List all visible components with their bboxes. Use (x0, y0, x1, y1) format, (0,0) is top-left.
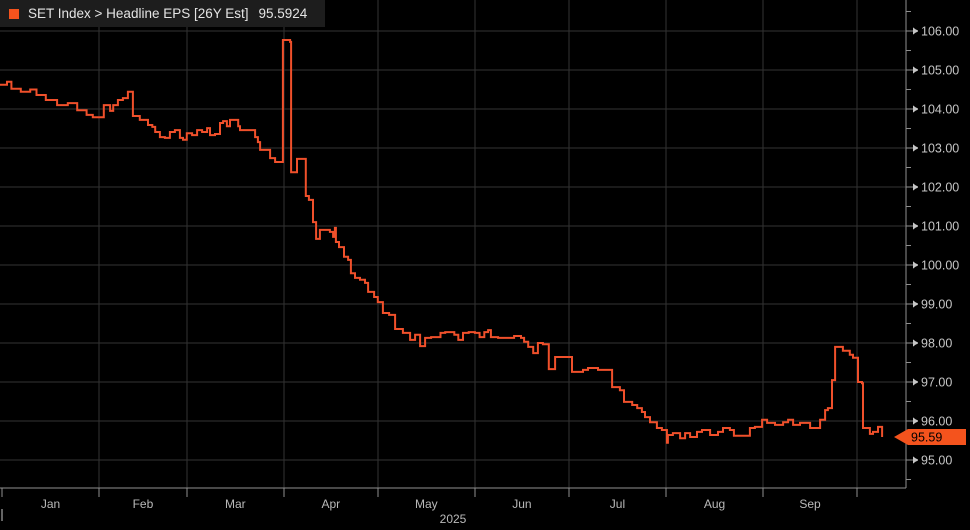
y-tick-arrow-icon (913, 300, 919, 308)
y-tick-arrow-icon (913, 261, 919, 269)
series-layer[interactable] (0, 39, 884, 444)
y-axis-ticks (906, 11, 919, 480)
y-tick-arrow-icon (913, 456, 919, 464)
y-tick-label: 95.00 (921, 453, 952, 467)
y-tick-arrow-icon (913, 378, 919, 386)
month-label: Sep (799, 497, 821, 511)
y-tick-label: 96.00 (921, 414, 952, 428)
x-axis-labels: Jan Feb Mar Apr May Jun Jul Aug Sep 2025 (41, 497, 821, 526)
chart-legend[interactable]: SET Index > Headline EPS [26Y Est] 95.59… (0, 0, 326, 27)
last-price-layer: 95.59 (894, 429, 966, 445)
y-tick-arrow-icon (913, 339, 919, 347)
y-tick-arrow-icon (913, 105, 919, 113)
month-label: Jun (512, 497, 531, 511)
y-tick-arrow-icon (913, 183, 919, 191)
y-tick-label: 97.00 (921, 375, 952, 389)
y-tick-label: 105.00 (921, 63, 959, 77)
series-swatch-icon (9, 8, 19, 19)
y-tick-label: 101.00 (921, 219, 959, 233)
month-label: Apr (322, 497, 341, 511)
month-label: Jan (41, 497, 60, 511)
month-label: Mar (225, 497, 246, 511)
month-label: Feb (133, 497, 154, 511)
last-price-label: 95.59 (911, 431, 942, 445)
y-tick-arrow-icon (913, 144, 919, 152)
year-label: 2025 (440, 512, 467, 526)
y-tick-label: 102.00 (921, 180, 959, 194)
y-tick-arrow-icon (913, 417, 919, 425)
y-axis-labels: 95.00 96.00 97.00 98.00 99.00 100.00 101.00 102… (921, 24, 959, 467)
h-gridlines (0, 30, 906, 461)
y-tick-label: 104.00 (921, 102, 959, 116)
y-tick-label: 98.00 (921, 336, 952, 350)
v-gridlines (98, 0, 858, 488)
series-last-value: 95.5924 (258, 6, 308, 21)
month-label: May (415, 497, 438, 511)
y-tick-label: 106.00 (921, 24, 959, 38)
y-tick-label: 99.00 (921, 297, 952, 311)
eps-line-series[interactable] (0, 39, 884, 444)
y-tick-arrow-icon (913, 66, 919, 74)
series-title: SET Index > Headline EPS [26Y Est] (28, 6, 249, 21)
y-tick-arrow-icon (913, 222, 919, 230)
y-tick-arrow-icon (913, 27, 919, 35)
month-label: Jul (610, 497, 625, 511)
axis-lines (0, 0, 907, 521)
y-tick-label: 100.00 (921, 258, 959, 272)
month-label: Aug (704, 497, 725, 511)
x-axis-ticks (1, 488, 858, 497)
last-price-flag (894, 429, 966, 445)
y-tick-label: 103.00 (921, 141, 959, 155)
